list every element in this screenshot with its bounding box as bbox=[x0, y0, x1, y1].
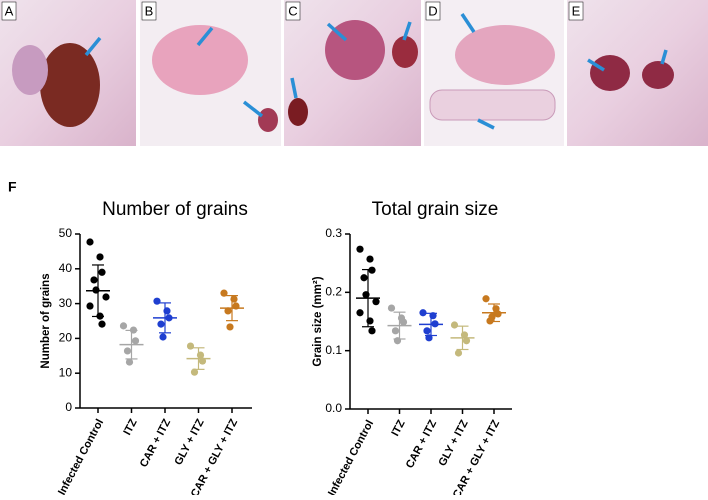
x-tick-label: ITZ bbox=[121, 417, 139, 437]
x-tick-label: CAR + ITZ bbox=[404, 418, 440, 471]
chart-title: Total grain size bbox=[372, 199, 499, 220]
arrow bbox=[196, 26, 214, 47]
grain bbox=[642, 61, 674, 89]
data-point bbox=[366, 255, 374, 263]
grain bbox=[288, 98, 308, 126]
data-point bbox=[450, 321, 459, 329]
y-tick-label: 40 bbox=[59, 261, 73, 275]
y-tick-label: 10 bbox=[59, 365, 73, 379]
data-point bbox=[131, 337, 140, 345]
data-point bbox=[102, 293, 110, 301]
panel-label: B bbox=[145, 3, 154, 18]
y-tick-label: 0.2 bbox=[325, 285, 342, 299]
data-point bbox=[391, 327, 400, 335]
data-point bbox=[454, 349, 463, 357]
tissue bbox=[12, 45, 48, 95]
arrow bbox=[242, 100, 264, 118]
y-axis-label: Number of grains bbox=[40, 273, 52, 368]
label-box bbox=[285, 1, 301, 21]
arrow bbox=[84, 36, 102, 57]
label-box bbox=[141, 1, 157, 21]
y-tick-label: 30 bbox=[59, 296, 73, 310]
data-point bbox=[387, 304, 396, 312]
figure-label: F bbox=[8, 179, 17, 195]
arrow bbox=[402, 21, 412, 41]
data-point bbox=[399, 318, 408, 326]
grain bbox=[152, 25, 248, 95]
y-tick-label: 0.3 bbox=[325, 226, 342, 240]
data-point bbox=[423, 327, 431, 335]
data-point bbox=[356, 309, 364, 317]
data-point bbox=[186, 342, 195, 350]
tissue bbox=[429, 89, 556, 121]
data-point bbox=[90, 276, 98, 284]
histology-panels: A B C D E bbox=[0, 0, 708, 146]
data-point bbox=[368, 327, 376, 335]
data-point bbox=[98, 268, 106, 276]
data-point bbox=[96, 253, 104, 261]
x-tick-label: Infected Control bbox=[326, 418, 376, 495]
data-point bbox=[482, 295, 490, 303]
y-axis-label: Grain size (mm²) bbox=[312, 276, 324, 366]
data-point bbox=[86, 302, 94, 310]
panel-labels bbox=[1, 1, 584, 21]
grain bbox=[258, 108, 278, 132]
y-tick-label: 50 bbox=[59, 226, 73, 240]
data-point bbox=[159, 333, 167, 341]
data-point bbox=[119, 322, 128, 330]
panel-label: E bbox=[572, 3, 581, 18]
data-point bbox=[224, 307, 232, 315]
data-point bbox=[153, 297, 161, 305]
grain bbox=[455, 25, 555, 85]
data-point bbox=[190, 368, 199, 376]
data-point bbox=[123, 347, 132, 355]
arrows bbox=[84, 13, 668, 130]
data-point bbox=[98, 320, 106, 328]
x-tick-label: Infected Control bbox=[56, 417, 106, 495]
panel-image bbox=[567, 0, 708, 146]
chart-title: Number of grains bbox=[102, 199, 248, 220]
data-point bbox=[86, 238, 94, 246]
grain bbox=[392, 36, 418, 68]
data-point bbox=[356, 245, 364, 253]
y-tick-label: 0.1 bbox=[325, 343, 342, 357]
data-point bbox=[372, 298, 380, 306]
x-tick-label: GLY + ITZ bbox=[172, 417, 206, 467]
grain bbox=[590, 55, 630, 91]
data-point bbox=[157, 320, 165, 328]
arrow bbox=[460, 13, 476, 33]
x-tick-label: GLY + ITZ bbox=[436, 418, 470, 468]
panel-label: C bbox=[288, 3, 297, 18]
data-point bbox=[360, 274, 368, 282]
label-box bbox=[1, 1, 17, 21]
data-point bbox=[226, 323, 234, 331]
data-point bbox=[419, 309, 427, 317]
grain bbox=[40, 43, 100, 127]
x-tick-label: ITZ bbox=[389, 418, 407, 438]
data-point bbox=[462, 337, 471, 345]
arrow bbox=[660, 49, 668, 65]
panel-label: D bbox=[428, 3, 437, 18]
y-tick-label: 0 bbox=[65, 400, 72, 414]
panel-label: A bbox=[5, 3, 14, 18]
arrow bbox=[326, 22, 348, 42]
arrow bbox=[587, 58, 605, 72]
x-tick-label: CAR + ITZ bbox=[138, 417, 174, 470]
label-box bbox=[425, 1, 441, 21]
arrow bbox=[290, 77, 298, 99]
y-tick-label: 20 bbox=[59, 331, 73, 345]
data-point bbox=[220, 289, 228, 297]
y-tick-label: 0.0 bbox=[325, 401, 342, 415]
arrow bbox=[477, 118, 495, 130]
label-box bbox=[568, 1, 584, 21]
data-point bbox=[125, 358, 134, 366]
